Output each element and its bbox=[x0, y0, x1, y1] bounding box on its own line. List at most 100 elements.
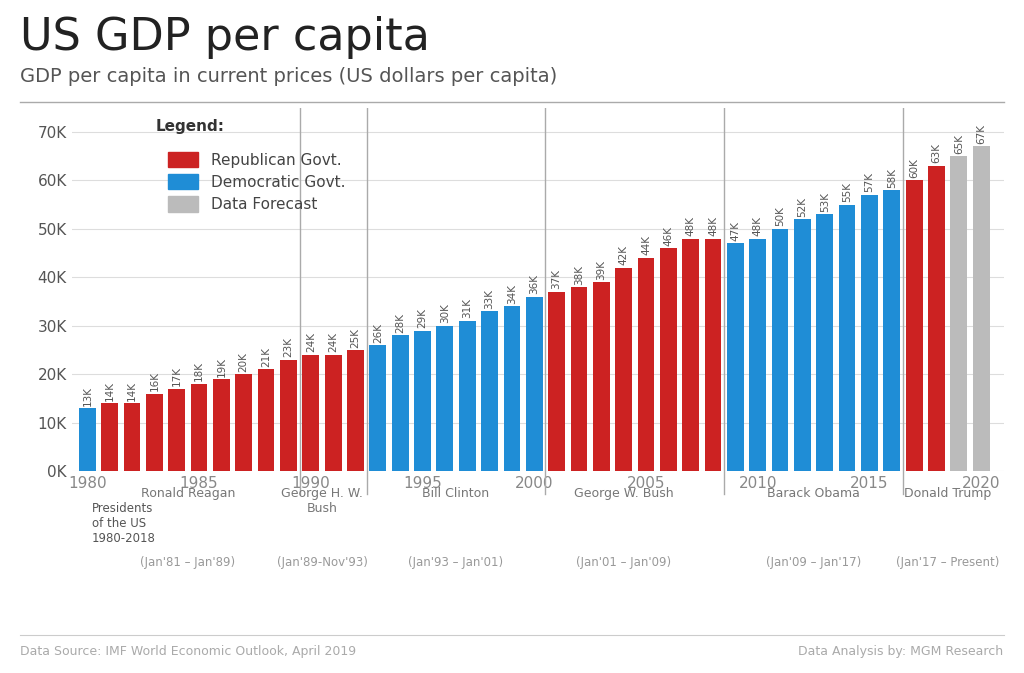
Bar bbox=[213, 379, 229, 471]
Text: Bill Clinton: Bill Clinton bbox=[423, 487, 489, 499]
Text: 53K: 53K bbox=[820, 192, 829, 212]
Bar bbox=[570, 287, 588, 471]
Text: 39K: 39K bbox=[596, 260, 606, 280]
Text: 58K: 58K bbox=[887, 168, 897, 188]
Text: 26K: 26K bbox=[373, 322, 383, 343]
Text: (Jan'17 – Present): (Jan'17 – Present) bbox=[896, 556, 999, 569]
Text: 18K: 18K bbox=[195, 361, 204, 382]
Bar bbox=[615, 268, 632, 471]
Bar bbox=[258, 369, 274, 471]
Text: (Jan'93 – Jan'01): (Jan'93 – Jan'01) bbox=[409, 556, 504, 569]
Bar bbox=[236, 374, 252, 471]
Text: Presidents
of the US
1980-2018: Presidents of the US 1980-2018 bbox=[92, 502, 156, 545]
Bar bbox=[906, 180, 923, 471]
Text: 42K: 42K bbox=[618, 245, 629, 265]
Text: 29K: 29K bbox=[418, 308, 427, 328]
Text: 50K: 50K bbox=[775, 207, 785, 226]
Bar bbox=[124, 403, 140, 471]
Bar bbox=[794, 219, 811, 471]
Text: 28K: 28K bbox=[395, 313, 406, 333]
Text: 24K: 24K bbox=[306, 332, 315, 353]
Text: 34K: 34K bbox=[507, 284, 517, 304]
Bar bbox=[772, 229, 788, 471]
Text: 48K: 48K bbox=[708, 216, 718, 236]
Text: 63K: 63K bbox=[932, 143, 941, 164]
Bar bbox=[280, 359, 297, 471]
Text: Ronald Reagan: Ronald Reagan bbox=[140, 487, 236, 499]
Text: Data Source: IMF World Economic Outlook, April 2019: Data Source: IMF World Economic Outlook,… bbox=[20, 645, 356, 658]
Text: GDP per capita in current prices (US dollars per capita): GDP per capita in current prices (US dol… bbox=[20, 67, 558, 85]
Bar bbox=[950, 156, 968, 471]
Text: 52K: 52K bbox=[798, 197, 807, 217]
Text: 55K: 55K bbox=[842, 182, 852, 202]
Bar bbox=[705, 238, 721, 471]
Text: 57K: 57K bbox=[864, 172, 874, 192]
Text: (Jan'09 – Jan'17): (Jan'09 – Jan'17) bbox=[766, 556, 861, 569]
Bar bbox=[79, 408, 95, 471]
Text: 17K: 17K bbox=[172, 366, 181, 386]
Bar bbox=[682, 238, 699, 471]
Text: 65K: 65K bbox=[953, 134, 964, 153]
Text: 67K: 67K bbox=[976, 124, 986, 144]
Text: Donald Trump: Donald Trump bbox=[904, 487, 991, 499]
Bar bbox=[190, 384, 208, 471]
Legend: Republican Govt., Democratic Govt., Data Forecast: Republican Govt., Democratic Govt., Data… bbox=[168, 151, 345, 212]
Bar bbox=[481, 311, 498, 471]
Text: 19K: 19K bbox=[216, 357, 226, 377]
Bar bbox=[884, 190, 900, 471]
Bar bbox=[839, 205, 855, 471]
Bar bbox=[659, 248, 677, 471]
Bar bbox=[168, 389, 185, 471]
Bar bbox=[392, 335, 409, 471]
Bar bbox=[727, 244, 743, 471]
Text: 25K: 25K bbox=[350, 328, 360, 347]
Bar bbox=[414, 330, 431, 471]
Bar bbox=[928, 166, 945, 471]
Bar bbox=[638, 258, 654, 471]
Text: 48K: 48K bbox=[686, 216, 695, 236]
Bar bbox=[973, 147, 989, 471]
Text: 38K: 38K bbox=[573, 264, 584, 285]
Text: George W. Bush: George W. Bush bbox=[573, 487, 674, 499]
Text: 16K: 16K bbox=[150, 371, 160, 391]
Bar bbox=[548, 292, 565, 471]
Text: George H. W.
Bush: George H. W. Bush bbox=[281, 487, 362, 515]
Bar bbox=[347, 350, 364, 471]
Text: (Jan'81 – Jan'89): (Jan'81 – Jan'89) bbox=[140, 556, 236, 569]
Text: 37K: 37K bbox=[552, 269, 561, 289]
Text: 13K: 13K bbox=[82, 386, 92, 406]
Bar bbox=[101, 403, 118, 471]
Text: 44K: 44K bbox=[641, 236, 651, 256]
Text: 48K: 48K bbox=[753, 216, 763, 236]
Text: 21K: 21K bbox=[261, 347, 271, 367]
Text: (Jan'89-Nov'93): (Jan'89-Nov'93) bbox=[276, 556, 368, 569]
Text: 33K: 33K bbox=[484, 289, 495, 309]
Bar bbox=[436, 326, 454, 471]
Text: 46K: 46K bbox=[664, 225, 674, 246]
Bar bbox=[504, 306, 520, 471]
Bar bbox=[302, 355, 319, 471]
Text: 47K: 47K bbox=[730, 221, 740, 241]
Bar bbox=[459, 321, 475, 471]
Text: 14K: 14K bbox=[104, 381, 115, 401]
Bar bbox=[750, 238, 766, 471]
Bar bbox=[146, 394, 163, 471]
Bar bbox=[526, 297, 543, 471]
Text: 36K: 36K bbox=[529, 274, 540, 294]
Text: 14K: 14K bbox=[127, 381, 137, 401]
Text: Barack Obama: Barack Obama bbox=[767, 487, 860, 499]
Text: Data Analysis by: MGM Research: Data Analysis by: MGM Research bbox=[799, 645, 1004, 658]
Text: 31K: 31K bbox=[462, 298, 472, 318]
Bar bbox=[861, 195, 878, 471]
Bar bbox=[370, 345, 386, 471]
Text: Legend:: Legend: bbox=[156, 118, 224, 133]
Text: 23K: 23K bbox=[284, 337, 294, 357]
Text: 30K: 30K bbox=[440, 304, 450, 323]
Bar bbox=[593, 282, 609, 471]
Text: 24K: 24K bbox=[328, 332, 338, 353]
Text: 20K: 20K bbox=[239, 352, 249, 371]
Text: (Jan'01 – Jan'09): (Jan'01 – Jan'09) bbox=[577, 556, 671, 569]
Bar bbox=[325, 355, 342, 471]
Text: 60K: 60K bbox=[909, 158, 920, 178]
Bar bbox=[816, 214, 834, 471]
